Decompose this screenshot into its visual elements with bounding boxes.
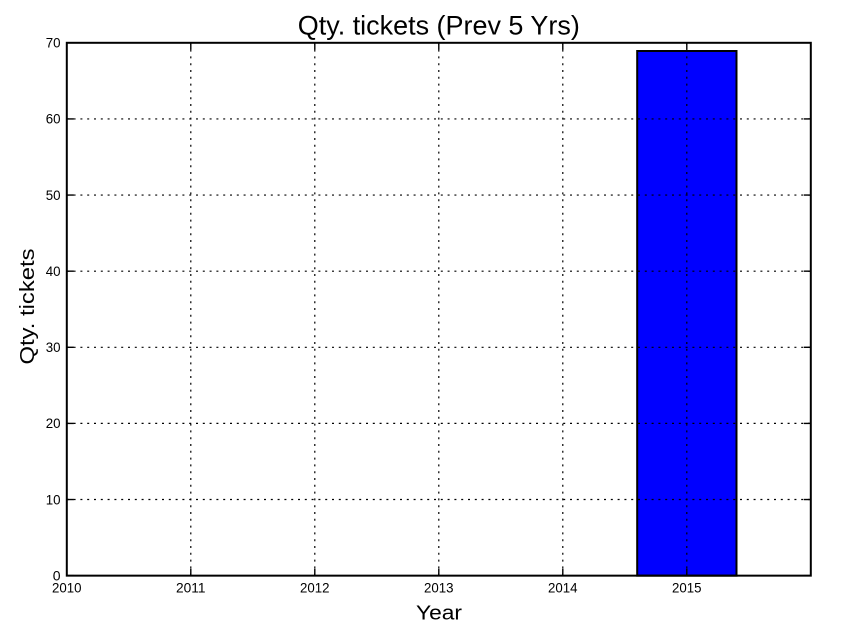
svg-text:2011: 2011 (176, 580, 206, 596)
svg-text:2013: 2013 (424, 580, 454, 596)
svg-text:2010: 2010 (52, 580, 82, 596)
svg-text:Qty. tickets (Prev 5 Yrs): Qty. tickets (Prev 5 Yrs) (298, 11, 580, 41)
svg-text:40: 40 (46, 263, 61, 279)
svg-text:Year: Year (416, 601, 462, 624)
svg-text:10: 10 (46, 491, 61, 507)
svg-text:30: 30 (46, 339, 61, 355)
svg-text:70: 70 (46, 35, 61, 51)
svg-text:Qty. tickets: Qty. tickets (16, 249, 39, 365)
svg-text:0: 0 (53, 568, 61, 584)
svg-text:20: 20 (46, 415, 61, 431)
svg-text:50: 50 (46, 187, 61, 203)
svg-text:60: 60 (46, 111, 61, 127)
svg-text:2012: 2012 (300, 580, 330, 596)
svg-text:2015: 2015 (672, 580, 702, 596)
svg-text:2014: 2014 (548, 580, 578, 596)
